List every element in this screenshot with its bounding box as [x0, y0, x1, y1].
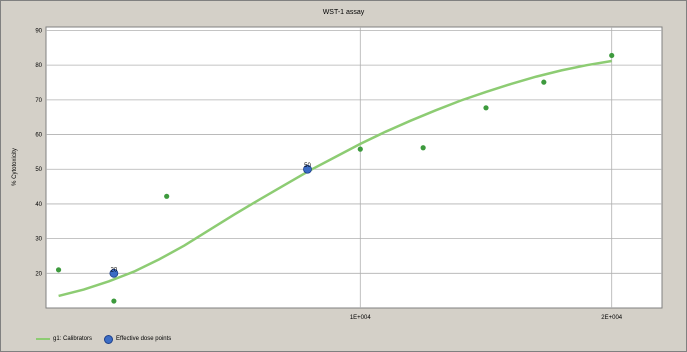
calibrator-point — [541, 79, 547, 85]
legend: g1: Calibrators Effective dose points — [36, 334, 183, 344]
y-tick-label: 90 — [35, 28, 42, 34]
x-tick-label: 1E+004 — [350, 315, 372, 321]
x-tick-label: 2E+004 — [601, 315, 623, 321]
effective-dose-point — [303, 164, 312, 174]
y-tick-label: 30 — [35, 237, 42, 243]
calibrator-point — [357, 146, 363, 152]
effective-dose-point — [109, 268, 119, 278]
chart-title: WST-1 assay — [322, 9, 365, 16]
legend-item-calibrators: g1: Calibrators — [36, 336, 92, 342]
fit-curve — [58, 59, 612, 298]
y-axis-label: % Cytotoxicity — [12, 148, 18, 186]
effective-dose-label: 20 — [111, 267, 118, 273]
y-tick-label: 50 — [35, 167, 42, 173]
y-tick-label: 20 — [35, 271, 42, 277]
calibrator-point — [483, 105, 489, 111]
y-tick-label: 70 — [35, 98, 42, 104]
legend-dot-swatch — [104, 334, 114, 344]
legend-label-calibrators: g1: Calibrators — [53, 336, 93, 342]
calibrator-point — [420, 145, 426, 151]
effective-dose-label: 50 — [304, 163, 311, 169]
grid-lines — [46, 27, 662, 308]
legend-line-swatch — [36, 338, 50, 340]
plot-area — [45, 26, 663, 309]
x-tick-labels: 1E+004 2E+004 — [350, 315, 623, 321]
calibrator-point — [111, 298, 117, 304]
calibrator-points — [55, 52, 615, 304]
y-tick-label: 40 — [35, 202, 42, 208]
legend-item-effective-dose: Effective dose points — [104, 334, 172, 344]
calibrator-point — [164, 193, 170, 199]
y-tick-labels: 20 30 40 50 60 70 80 90 — [35, 28, 42, 277]
y-tick-label: 60 — [35, 133, 42, 139]
legend-label-effective-dose: Effective dose points — [116, 336, 172, 342]
calibrator-point — [55, 267, 62, 273]
calibrator-point — [609, 52, 615, 59]
y-tick-label: 80 — [35, 63, 42, 69]
